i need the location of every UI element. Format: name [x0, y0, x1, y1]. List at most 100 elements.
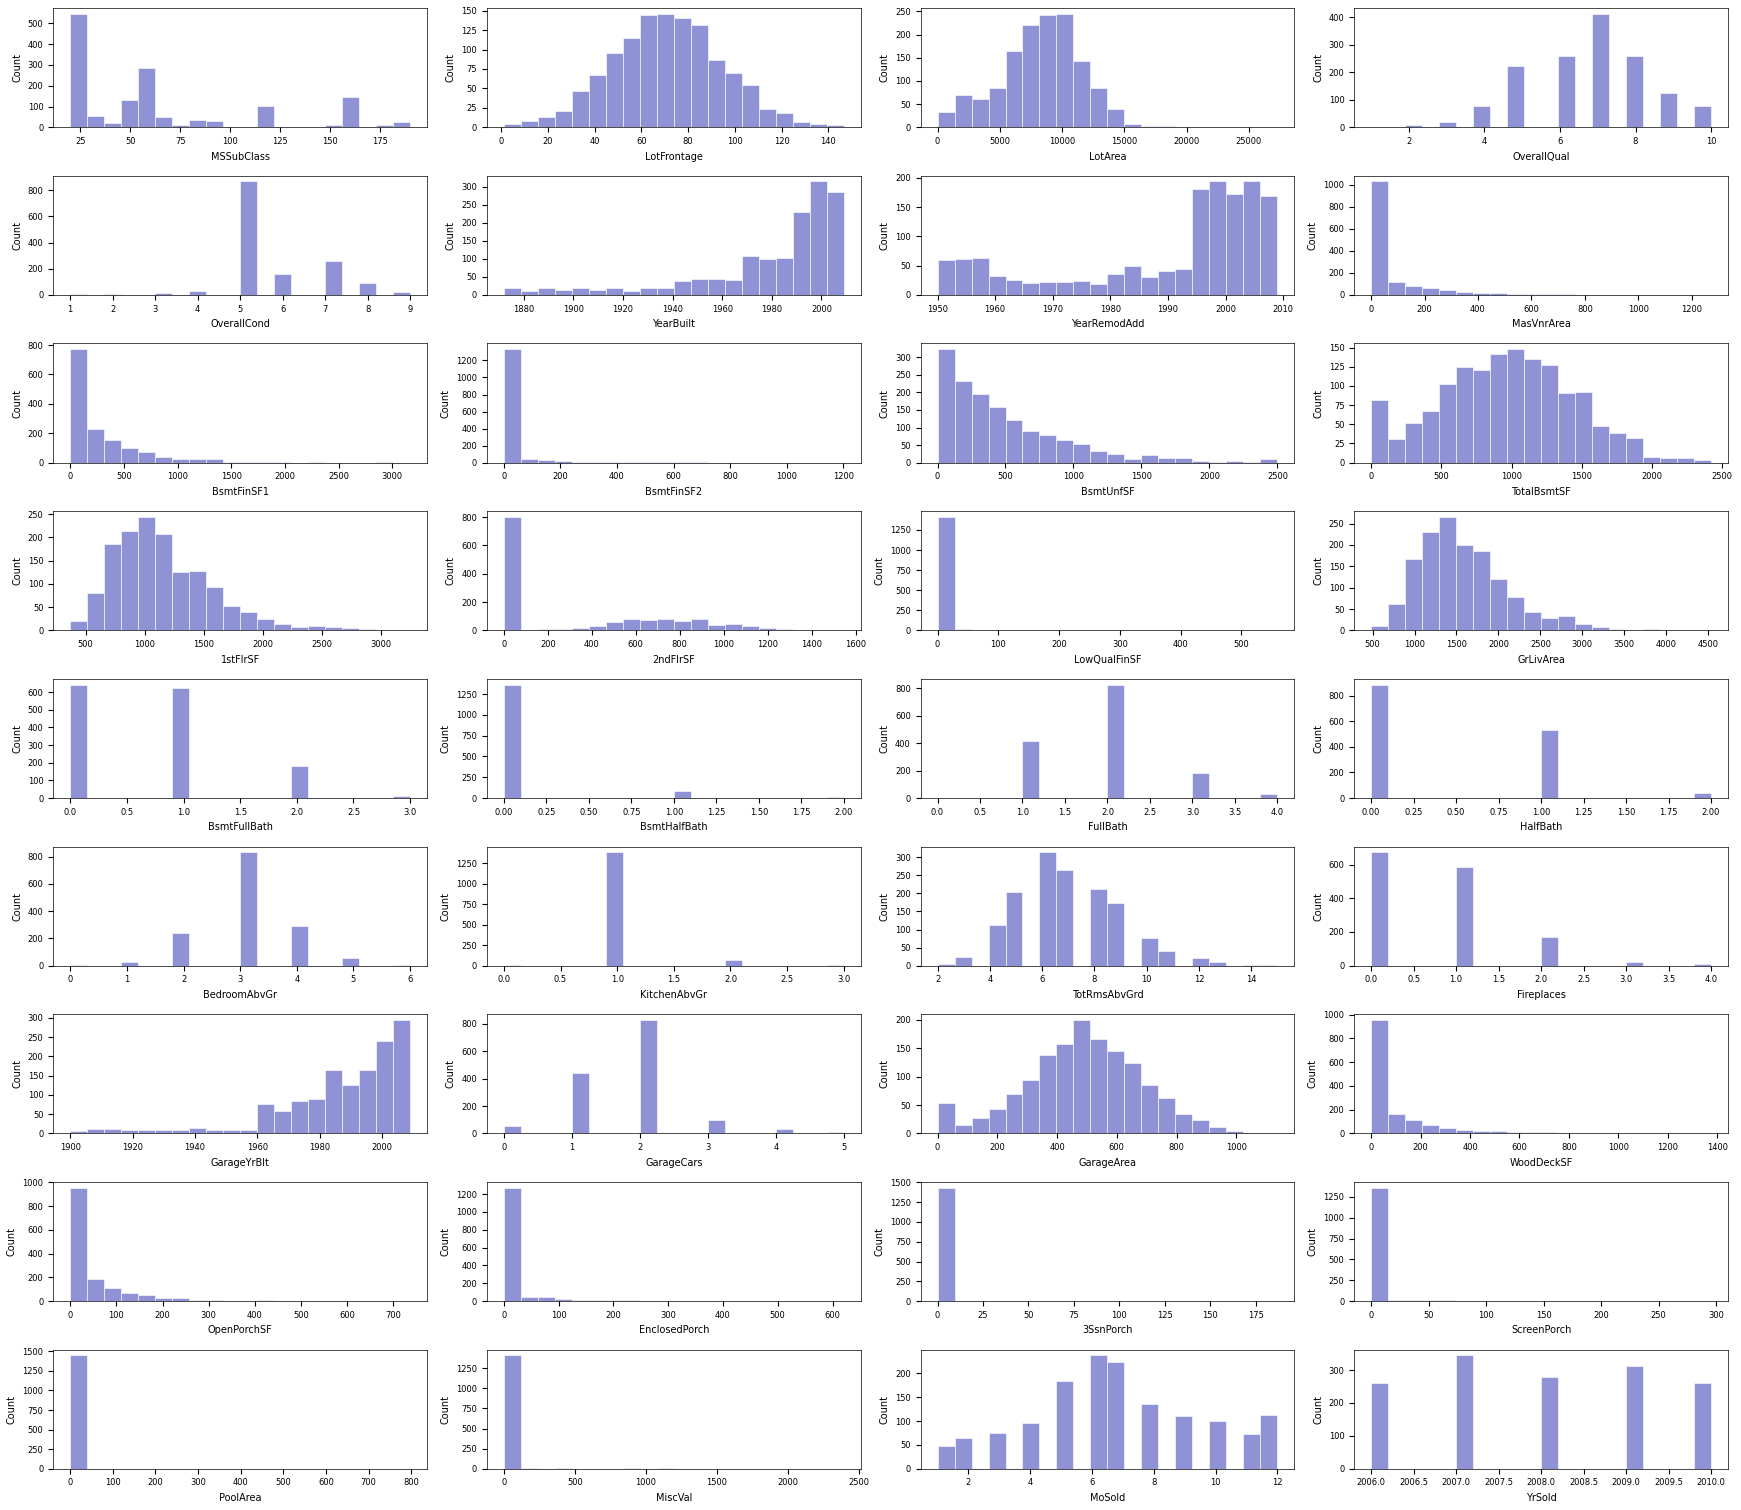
Bar	[1074, 1019, 1090, 1134]
X-axis label: BsmtFullBath: BsmtFullBath	[207, 823, 273, 832]
Bar	[1440, 122, 1455, 127]
Bar	[1523, 612, 1541, 630]
Bar	[1405, 285, 1422, 294]
X-axis label: WoodDeckSF: WoodDeckSF	[1509, 1158, 1572, 1167]
Bar	[1022, 24, 1039, 127]
Bar	[155, 456, 172, 462]
Bar	[359, 282, 376, 294]
Bar	[1074, 281, 1090, 294]
Bar	[989, 924, 1006, 966]
Bar	[588, 290, 606, 294]
Bar	[989, 1433, 1006, 1469]
Bar	[326, 261, 343, 294]
Bar	[308, 1099, 326, 1134]
X-axis label: HalfBath: HalfBath	[1520, 823, 1562, 832]
Bar	[1372, 1019, 1388, 1134]
Bar	[971, 394, 989, 462]
Bar	[1057, 441, 1074, 462]
Bar	[1473, 551, 1490, 630]
X-axis label: KitchenAbvGr: KitchenAbvGr	[641, 991, 707, 1000]
Bar	[571, 1072, 588, 1134]
Y-axis label: Count: Count	[446, 1060, 456, 1089]
X-axis label: OpenPorchSF: OpenPorchSF	[207, 1326, 273, 1335]
Bar	[190, 291, 205, 294]
Bar	[1193, 957, 1210, 966]
Bar	[588, 627, 606, 630]
Bar	[1508, 66, 1523, 127]
Bar	[1523, 359, 1541, 462]
Bar	[1372, 400, 1388, 462]
Bar	[122, 100, 138, 127]
X-axis label: 2ndFlrSF: 2ndFlrSF	[653, 655, 695, 664]
Bar	[1142, 938, 1158, 966]
Bar	[1057, 1382, 1074, 1469]
Bar	[1158, 270, 1175, 294]
Bar	[588, 76, 606, 127]
Bar	[122, 1129, 138, 1134]
Bar	[1372, 1383, 1388, 1469]
Bar	[1039, 1054, 1057, 1134]
Bar	[1694, 963, 1711, 966]
Bar	[1260, 459, 1278, 462]
Bar	[1490, 353, 1508, 462]
X-axis label: MoSold: MoSold	[1090, 1493, 1125, 1502]
Bar	[742, 85, 759, 127]
Bar	[606, 288, 623, 294]
Bar	[954, 1125, 971, 1134]
X-axis label: YearRemodAdd: YearRemodAdd	[1071, 319, 1144, 329]
Bar	[1558, 616, 1576, 630]
X-axis label: PoolArea: PoolArea	[219, 1493, 261, 1502]
Bar	[1006, 420, 1022, 462]
Bar	[1039, 281, 1057, 294]
Bar	[555, 1299, 571, 1302]
Bar	[172, 689, 190, 799]
Bar	[258, 619, 273, 630]
Y-axis label: Count: Count	[1313, 388, 1323, 418]
Bar	[205, 459, 223, 462]
Bar	[724, 960, 742, 966]
Bar	[393, 122, 411, 127]
Bar	[1473, 1131, 1490, 1134]
Bar	[503, 1187, 521, 1302]
Bar	[190, 1128, 205, 1134]
Bar	[1107, 453, 1125, 462]
Bar	[155, 116, 172, 127]
Bar	[954, 957, 971, 966]
Bar	[1125, 266, 1142, 294]
Bar	[1107, 1051, 1125, 1134]
Bar	[1422, 288, 1440, 294]
Bar	[503, 124, 521, 127]
X-axis label: BsmtUnfSF: BsmtUnfSF	[1081, 486, 1135, 497]
Y-axis label: Count: Count	[440, 1228, 451, 1256]
Bar	[393, 796, 411, 799]
Bar	[326, 125, 343, 127]
Bar	[138, 516, 155, 630]
Bar	[792, 213, 810, 294]
Y-axis label: Count: Count	[7, 1228, 17, 1256]
Bar	[1158, 459, 1175, 462]
Bar	[623, 619, 641, 630]
Bar	[1541, 729, 1558, 799]
Bar	[1490, 1131, 1508, 1134]
Y-axis label: Count: Count	[446, 220, 456, 249]
Bar	[606, 622, 623, 630]
Bar	[521, 121, 538, 127]
Bar	[503, 1356, 521, 1469]
X-axis label: Fireplaces: Fireplaces	[1516, 991, 1565, 1000]
Bar	[571, 288, 588, 294]
Bar	[538, 288, 555, 294]
Bar	[1022, 430, 1039, 462]
Bar	[1490, 578, 1508, 630]
Bar	[1541, 1377, 1558, 1469]
Bar	[1125, 1063, 1142, 1134]
Bar	[674, 791, 691, 799]
Bar	[503, 349, 521, 462]
Bar	[1677, 458, 1694, 462]
Bar	[1455, 545, 1473, 630]
Bar	[1372, 181, 1388, 294]
Y-axis label: Count: Count	[879, 220, 890, 249]
Bar	[503, 516, 521, 630]
Y-axis label: Count: Count	[874, 556, 884, 586]
Bar	[1175, 269, 1193, 294]
Bar	[989, 276, 1006, 294]
